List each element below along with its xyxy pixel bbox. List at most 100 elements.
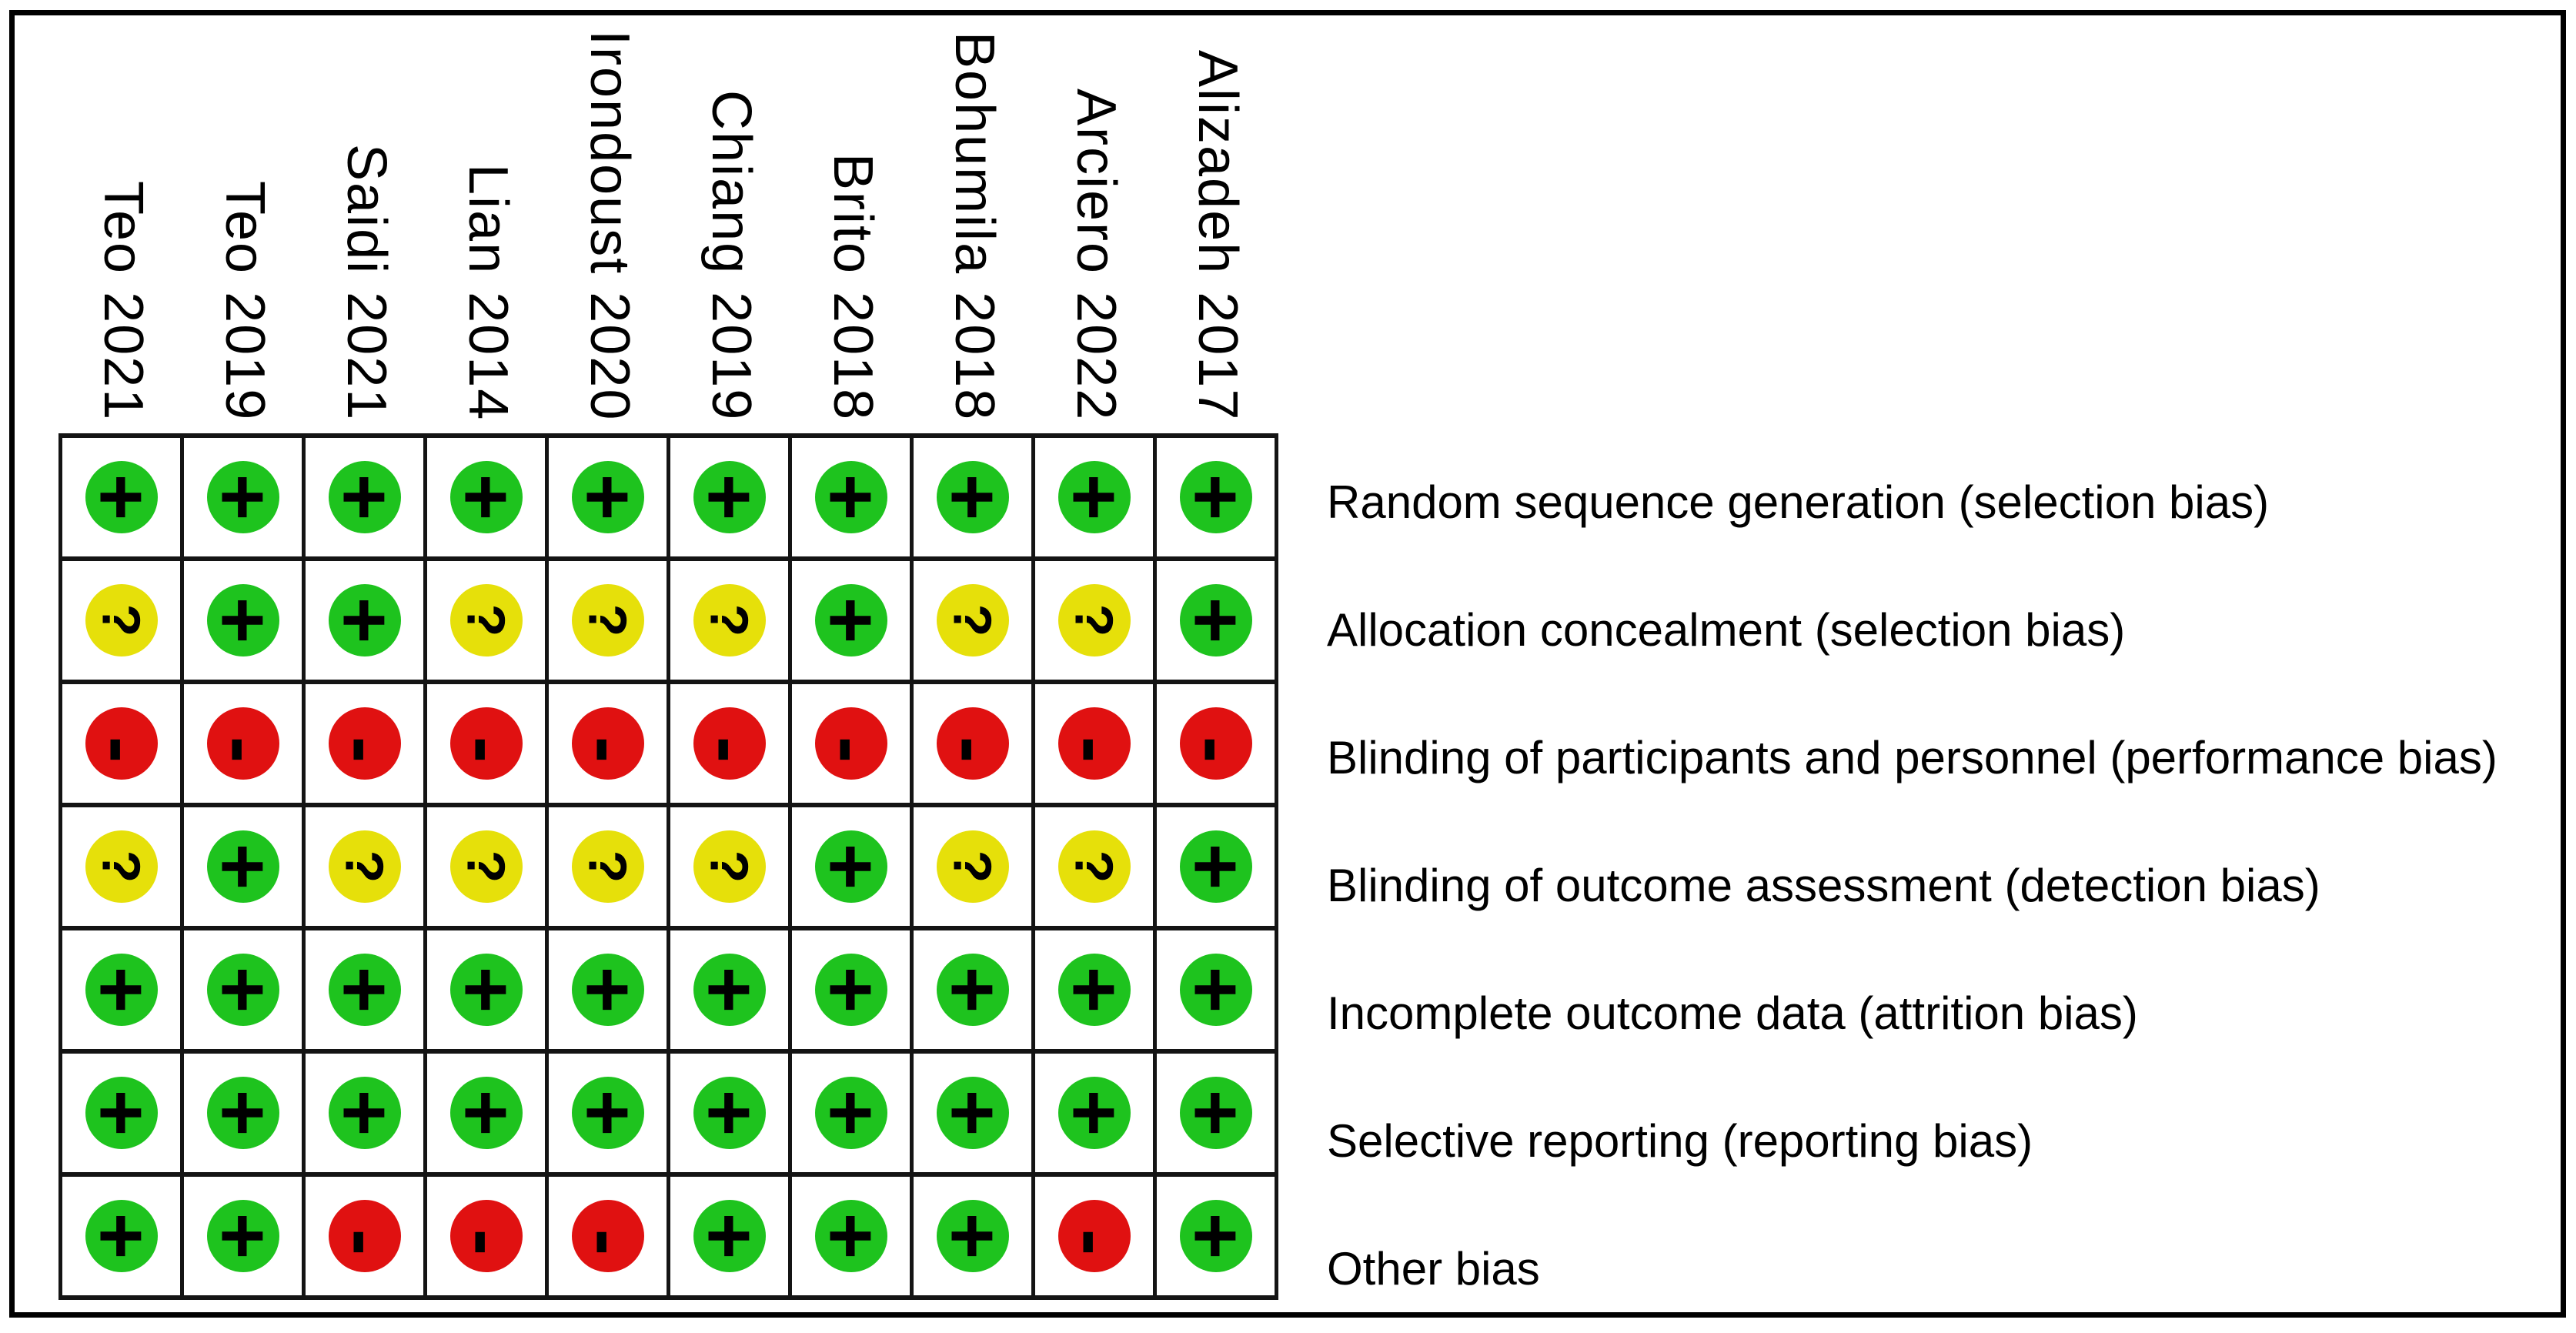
low-risk-icon: +	[1171, 830, 1260, 903]
study-header: Bohumila 2018	[944, 31, 1005, 421]
judgement-cell: ?	[549, 561, 670, 684]
study-header-cell: Irondoust 2020	[549, 30, 670, 426]
low-risk-icon: +	[76, 1200, 165, 1272]
judgement-cell: -	[549, 684, 670, 807]
judgement-cell: +	[914, 438, 1035, 561]
low-risk-icon: +	[441, 461, 530, 533]
low-risk-icon: +	[1171, 954, 1260, 1026]
high-risk-icon: -	[76, 707, 165, 780]
high-risk-icon: -	[1171, 707, 1260, 780]
judgement-cell: ?	[549, 807, 670, 930]
domain-label-row: Selective reporting (reporting bias)	[1327, 1077, 2497, 1204]
domain-label-row: Blinding of participants and personnel (…	[1327, 693, 2497, 821]
judgement-cell: +	[306, 438, 427, 561]
risk-of-bias-grid: + + + + + + + + + +? + +??? +?? + - - - - - - - - - -? +???? +?? +…	[58, 433, 1278, 1300]
judgement-cell: +	[792, 561, 914, 684]
low-risk-icon: +	[927, 954, 1017, 1026]
domain-label-row: Random sequence generation (selection bi…	[1327, 438, 2497, 566]
judgement-cell: ?	[306, 807, 427, 930]
high-risk-icon: -	[319, 707, 409, 780]
judgement-cell: +	[792, 438, 914, 561]
domain-label: Allocation concealment (selection bias)	[1327, 603, 2126, 656]
domain-label-row: Blinding of outcome assessment (detectio…	[1327, 821, 2497, 949]
judgement-cell: +	[1157, 561, 1278, 684]
judgement-cell: +	[306, 1054, 427, 1177]
judgement-cell: +	[184, 1177, 306, 1300]
low-risk-icon: +	[806, 1200, 895, 1272]
judgement-cell: +	[1157, 1177, 1278, 1300]
judgement-cell: +	[1157, 438, 1278, 561]
study-header-cell: Teo 2019	[184, 31, 306, 426]
study-header: Brito 2018	[822, 152, 884, 421]
high-risk-icon: -	[1049, 1200, 1138, 1272]
judgement-cell: ?	[427, 561, 549, 684]
judgement-cell: -	[1035, 1177, 1157, 1300]
judgement-cell: +	[427, 1054, 549, 1177]
judgement-cell: ?	[427, 807, 549, 930]
domain-label: Selective reporting (reporting bias)	[1327, 1114, 2033, 1167]
judgement-cell: ?	[914, 561, 1035, 684]
judgement-cell: ?	[62, 807, 184, 930]
judgement-cell: +	[184, 807, 306, 930]
low-risk-icon: +	[806, 584, 895, 656]
low-risk-icon: +	[441, 1077, 530, 1149]
judgement-cell: +	[184, 930, 306, 1054]
low-risk-icon: +	[1171, 461, 1260, 533]
unclear-risk-icon: ?	[571, 830, 644, 903]
low-risk-icon: +	[563, 461, 652, 533]
judgement-cell: -	[306, 684, 427, 807]
judgement-cell: +	[914, 1054, 1035, 1177]
domain-label: Other bias	[1327, 1242, 1540, 1295]
high-risk-icon: -	[1049, 707, 1138, 780]
judgement-cell: ?	[1035, 561, 1157, 684]
judgement-cell: -	[62, 684, 184, 807]
low-risk-icon: +	[319, 584, 409, 656]
study-headers: Teo 2021 Teo 2019 Saidi 2021 Lian 2014 Irond…	[62, 30, 1278, 426]
judgement-cell: +	[549, 438, 670, 561]
unclear-risk-icon: ?	[1057, 830, 1131, 903]
domain-label-row: Incomplete outcome data (attrition bias)	[1327, 949, 2497, 1077]
low-risk-icon: +	[1049, 954, 1138, 1026]
study-header-cell: Lian 2014	[427, 31, 549, 426]
low-risk-icon: +	[76, 954, 165, 1026]
low-risk-icon: +	[198, 461, 287, 533]
judgement-cell: +	[549, 1054, 670, 1177]
low-risk-icon: +	[806, 461, 895, 533]
domain-label-row: Other bias	[1327, 1204, 2497, 1332]
figure-border: Teo 2021 Teo 2019 Saidi 2021 Lian 2014 Irond…	[9, 10, 2566, 1318]
domain-label: Random sequence generation (selection bi…	[1327, 476, 2270, 528]
judgement-cell: -	[1157, 684, 1278, 807]
low-risk-icon: +	[563, 1077, 652, 1149]
high-risk-icon: -	[927, 707, 1017, 780]
study-header: Arciero 2022	[1065, 88, 1127, 421]
judgement-cell: +	[62, 438, 184, 561]
judgement-cell: ?	[62, 561, 184, 684]
low-risk-icon: +	[319, 1077, 409, 1149]
low-risk-icon: +	[198, 584, 287, 656]
high-risk-icon: -	[684, 707, 773, 780]
low-risk-icon: +	[684, 954, 773, 1026]
unclear-risk-icon: ?	[328, 830, 401, 903]
unclear-risk-icon: ?	[693, 830, 766, 903]
unclear-risk-icon: ?	[449, 584, 523, 656]
low-risk-icon: +	[684, 1200, 773, 1272]
study-header-cell: Alizadeh 2017	[1157, 31, 1278, 426]
judgement-cell: +	[306, 561, 427, 684]
study-header: Teo 2019	[214, 180, 276, 421]
judgement-cell: ?	[670, 807, 792, 930]
judgement-cell: +	[670, 1054, 792, 1177]
low-risk-icon: +	[76, 1077, 165, 1149]
domain-label: Blinding of participants and personnel (…	[1327, 731, 2497, 783]
judgement-cell: +	[792, 1177, 914, 1300]
judgement-cell: +	[62, 1054, 184, 1177]
judgement-cell: +	[1157, 807, 1278, 930]
low-risk-icon: +	[198, 1077, 287, 1149]
judgement-cell: ?	[914, 807, 1035, 930]
judgement-cell: +	[1035, 1054, 1157, 1177]
judgement-cell: +	[1157, 1054, 1278, 1177]
study-header: Chiang 2019	[700, 89, 762, 421]
unclear-risk-icon: ?	[1057, 584, 1131, 656]
low-risk-icon: +	[806, 954, 895, 1026]
study-header-cell: Brito 2018	[792, 31, 914, 426]
judgement-cell: +	[792, 807, 914, 930]
